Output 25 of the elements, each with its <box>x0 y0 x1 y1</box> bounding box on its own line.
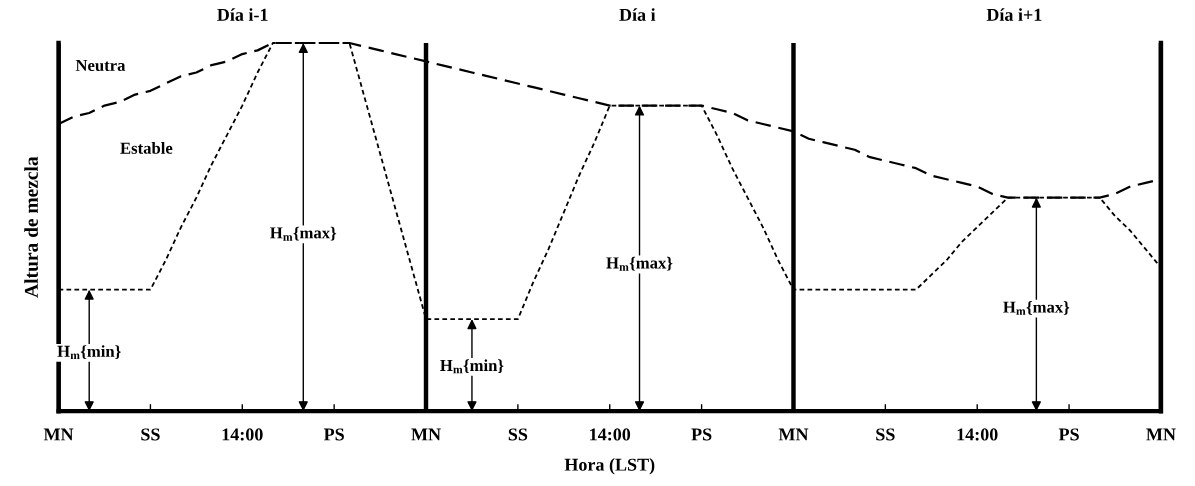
x-tick-label: 14:00 <box>222 428 263 441</box>
text: Día i <box>619 8 656 21</box>
x-tick-label: 14:00 <box>590 428 631 441</box>
annotation: H$_{m}${min} <box>440 359 504 374</box>
x-tick-label: MN <box>43 428 74 441</box>
x-axis-title: Hora (LST) <box>564 458 655 475</box>
x-tick-label: PS <box>1058 428 1079 441</box>
annotation: H$_{m}${min} <box>57 345 121 360</box>
x-tick-label: MN <box>411 428 441 441</box>
annotation: H$_{m}${max} <box>270 226 337 241</box>
x-tick-label: SS <box>876 428 895 441</box>
x-tick-label: PS <box>323 428 344 441</box>
x-tick-label: SS <box>141 428 160 441</box>
series-label: Neutra <box>75 59 126 72</box>
x-tick-label: MN <box>778 428 809 441</box>
text: Día i-1 <box>217 8 268 21</box>
x-tick-label: SS <box>508 428 528 441</box>
annotation: H$_{m}${max} <box>606 256 673 271</box>
x-tick-label: 14:00 <box>957 428 998 441</box>
x-tick-label: MN <box>1146 428 1176 441</box>
x-tick-label: PS <box>691 428 712 441</box>
annotation: H$_{m}${max} <box>1003 301 1070 315</box>
text: Estable <box>120 142 173 154</box>
y-axis-title: Altura de mezcla <box>24 156 38 298</box>
text: Día i+1 <box>986 8 1042 21</box>
